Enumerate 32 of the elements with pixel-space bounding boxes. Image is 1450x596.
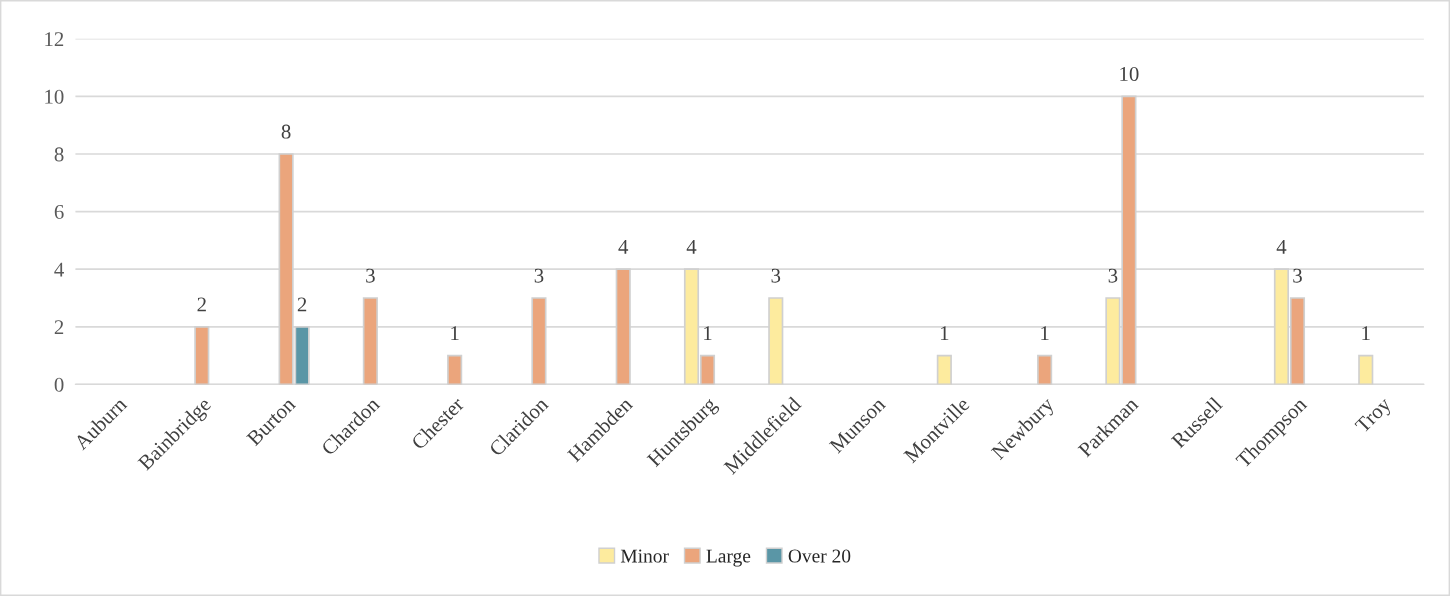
y-tick-label: 8 [54,147,64,162]
data-label: 1 [940,326,949,341]
y-tick-label: 10 [45,89,64,104]
bar [1037,354,1053,385]
bar [447,354,463,385]
x-tick-label: Troy [1354,396,1396,437]
data-label: 3 [1293,268,1302,283]
data-label: 1 [704,326,712,341]
y-tick-label: 0 [54,377,64,392]
y-tick-label: 6 [54,205,64,220]
data-label: 4 [1276,239,1287,254]
data-label: 8 [281,124,291,139]
bar [1358,354,1374,385]
y-tick-label: 12 [45,32,64,46]
data-label: 2 [197,297,206,312]
legend-label: Over 20 [788,549,851,563]
data-label: 2 [297,297,307,312]
y-tick-label: 4 [54,262,64,277]
data-label: 4 [618,239,629,254]
data-label: 10 [1120,66,1139,82]
legend-label: Large [706,549,751,567]
data-label: 1 [1362,326,1370,341]
data-label: 4 [686,239,697,254]
data-label: 1 [1041,326,1049,341]
data-label: 3 [771,268,781,283]
data-label: 1 [451,326,459,341]
legend-label: Minor [620,549,669,563]
data-label: 3 [1108,268,1118,283]
data-label: 3 [366,268,375,283]
bar [936,354,952,385]
data-label: 3 [534,268,544,283]
y-tick-label: 2 [54,320,64,335]
